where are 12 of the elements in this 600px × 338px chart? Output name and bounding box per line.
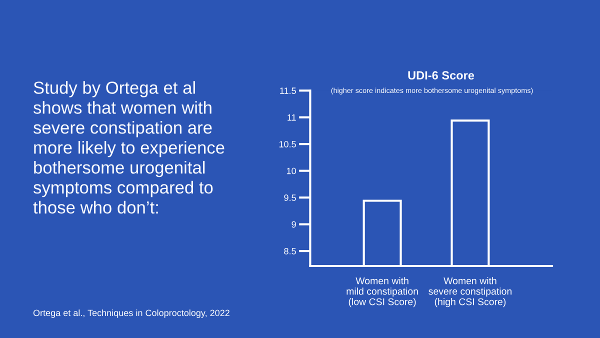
y-tick-label: 10.5 (279, 141, 296, 148)
x-tick-label: Women with mild constipation (low CSI Score) (346, 277, 418, 308)
y-tick-label: 8.5 (284, 248, 296, 254)
chart-title: UDI-6 Score (408, 71, 474, 80)
y-tick-label: 11.5 (280, 88, 296, 94)
y-tick-label: 10 (286, 168, 296, 174)
text: Ortega et al., Techniques in Coloproctology, 2022 (33, 309, 230, 318)
y-tick-label: 9 (292, 221, 296, 228)
y-tick-label: 9.5 (284, 194, 296, 201)
y-tick-label: 11 (288, 114, 296, 121)
x-tick-label: Women with severe constipation (high CSI Score) (428, 277, 512, 308)
text: Study by Ortega et al shows that women with severe constipation are more likely to experience bothersome urogenital symptoms compared to those who don’t: (33, 81, 224, 214)
